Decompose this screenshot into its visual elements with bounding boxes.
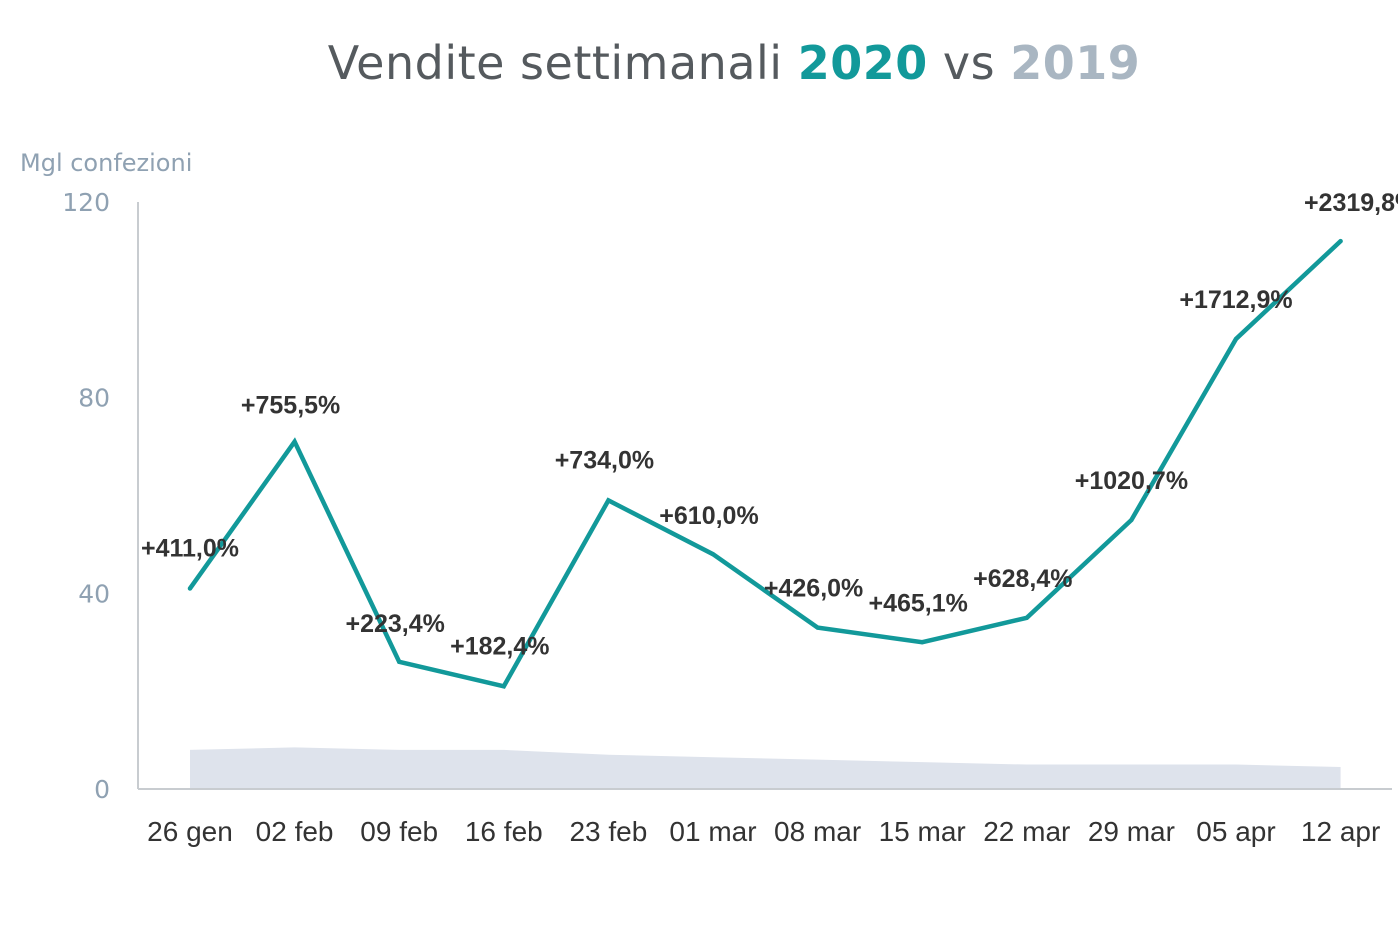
series-2020-point xyxy=(292,439,297,444)
title-year-2019: 2019 xyxy=(1010,36,1141,90)
y-tick-label: 0 xyxy=(94,775,110,804)
series-2020-point xyxy=(711,552,715,557)
x-tick-label: 23 feb xyxy=(569,816,647,847)
data-label: +1020,7% xyxy=(1075,467,1188,495)
chart-title: Vendite settimanali 2020 vs 2019 xyxy=(0,36,1398,90)
data-label: +411,0% xyxy=(141,534,239,562)
data-label: +734,0% xyxy=(555,446,654,474)
y-tick-label: 80 xyxy=(78,384,110,413)
data-label: +223,4% xyxy=(346,610,445,638)
y-tick-label: 40 xyxy=(78,579,110,608)
series-2020-point xyxy=(397,659,402,664)
series-2020-line xyxy=(187,238,1343,689)
x-tick-label: 05 apr xyxy=(1196,816,1275,847)
series-2020-point xyxy=(1129,517,1134,522)
title-year-2020: 2020 xyxy=(797,36,928,90)
x-tick-label: 29 mar xyxy=(1088,816,1175,847)
data-label: +426,0% xyxy=(764,575,863,603)
data-label: +182,4% xyxy=(450,632,549,660)
data-labels: +411,0% +755,5% +223,4%+182,4% +734,0%+610,… xyxy=(141,189,1398,660)
x-tick-label: 01 mar xyxy=(669,816,756,847)
data-label: +610,0% xyxy=(659,502,758,530)
data-label: +2319,8% xyxy=(1304,189,1398,217)
series-2020-point xyxy=(815,625,820,630)
y-tick-labels: 0 40 80 120 xyxy=(62,188,110,804)
title-main: Vendite settimanali xyxy=(327,36,783,90)
data-label: +628,4% xyxy=(973,565,1072,593)
y-axis-title: Mgl confezioni xyxy=(20,149,192,177)
series-2020-point xyxy=(1024,615,1029,620)
series-2020-point xyxy=(1234,336,1238,341)
series-2019-area-layer xyxy=(190,747,1341,789)
x-tick-labels: 26 gen 02 feb 09 feb 16 feb 23 feb 01 mar 08 m… xyxy=(147,816,1380,847)
series-2020-point xyxy=(606,498,611,503)
series-2020-line-layer xyxy=(187,238,1343,689)
series-2020-point xyxy=(188,586,192,591)
x-tick-label: 16 feb xyxy=(465,816,543,847)
x-tick-label: 12 apr xyxy=(1301,816,1380,847)
data-label: +1712,9% xyxy=(1179,286,1292,314)
data-label: +755,5% xyxy=(241,392,340,420)
data-label: +465,1% xyxy=(869,589,968,617)
series-2020-point xyxy=(920,640,925,645)
x-tick-label: 22 mar xyxy=(983,816,1070,847)
series-2019-area xyxy=(190,747,1341,789)
x-tick-label: 15 mar xyxy=(879,816,966,847)
x-tick-label: 02 feb xyxy=(256,816,334,847)
x-tick-label: 08 mar xyxy=(774,816,861,847)
title-vs: vs xyxy=(942,36,996,90)
series-2020-point xyxy=(501,684,506,689)
series-2020-point xyxy=(1338,239,1343,244)
x-tick-label: 09 feb xyxy=(360,816,438,847)
x-tick-label: 26 gen xyxy=(147,816,233,847)
y-tick-label: 120 xyxy=(62,188,110,217)
